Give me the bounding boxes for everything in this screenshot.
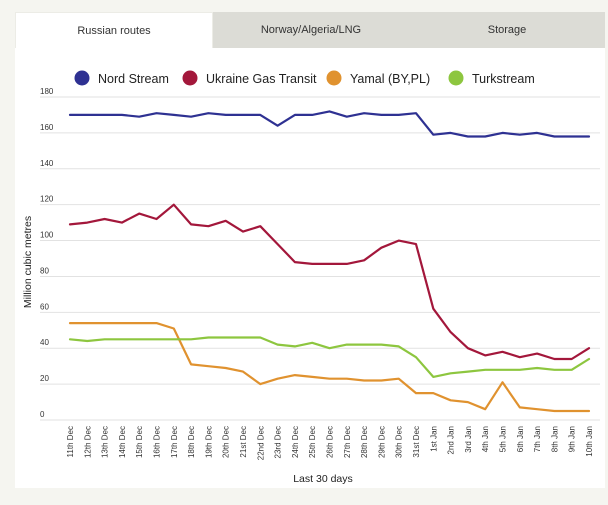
x-tick-label: 21st Dec [239, 426, 248, 458]
legend: Nord Stream Ukraine Gas Transit Yamal (BY,… [74, 70, 535, 86]
x-tick-label: 25th Dec [308, 426, 317, 458]
y-tick-label: 40 [40, 338, 49, 347]
series-line-ukraine-gas-transit [68, 203, 591, 361]
x-tick-label: 9th Jan [568, 426, 577, 452]
x-tick-label: 29th Dec [377, 426, 386, 458]
legend-marker-yamal-by-pl[interactable] [326, 70, 342, 86]
x-axis: 11th Dec 12th Dec 13th Dec 14th Dec 15th Dec… [66, 426, 594, 460]
series-line-yamal-by-pl [68, 322, 591, 413]
chart-panel [15, 48, 605, 488]
series-line-nord-stream [68, 110, 591, 138]
x-tick-label: 18th Dec [187, 426, 196, 458]
y-axis-title: Million cubic metres [22, 216, 34, 308]
legend-marker-ukraine-gas-transit[interactable] [182, 70, 198, 86]
y-tick-label: 20 [40, 374, 49, 383]
series-lines [68, 110, 591, 413]
y-tick-label: 60 [40, 302, 49, 311]
x-tick-label: 3rd Jan [464, 426, 473, 453]
y-tick-label: 0 [40, 410, 45, 419]
x-tick-label: 20th Dec [222, 426, 231, 458]
x-tick-label: 10th Jan [585, 426, 594, 457]
x-tick-label: 28th Dec [360, 426, 369, 458]
x-tick-label: 8th Jan [550, 426, 559, 452]
x-tick-label: 19th Dec [204, 426, 213, 458]
x-tick-label: 7th Jan [533, 426, 542, 452]
x-tick-label: 30th Dec [395, 426, 404, 458]
x-tick-label: 11th Dec [66, 426, 75, 457]
x-tick-label: 27th Dec [343, 426, 352, 458]
x-tick-label: 1st Jan [429, 426, 438, 452]
grid [40, 96, 600, 421]
y-tick-label: 80 [40, 266, 49, 275]
y-tick-label: 100 [40, 231, 54, 240]
x-tick-label: 2nd Jan [447, 426, 456, 454]
x-tick-label: 24th Dec [291, 426, 300, 458]
legend-marker-turkstream[interactable] [448, 70, 464, 86]
y-tick-label: 160 [40, 123, 54, 132]
x-tick-label: 4th Jan [481, 426, 490, 452]
series-line-turkstream [68, 336, 591, 378]
tab-storage[interactable]: Storage [487, 24, 527, 36]
legend-label-yamal-by-pl[interactable]: Yamal (BY,PL) [350, 72, 430, 86]
y-tick-label: 140 [40, 159, 54, 168]
x-tick-label: 14th Dec [118, 426, 127, 458]
x-tick-label: 15th Dec [135, 426, 144, 458]
x-tick-label: 6th Jan [516, 426, 525, 452]
x-tick-label: 22nd Dec [256, 426, 265, 460]
x-tick-label: 12th Dec [83, 426, 92, 458]
y-tick-label: 120 [40, 195, 54, 204]
legend-label-ukraine-gas-transit[interactable]: Ukraine Gas Transit [206, 72, 317, 86]
x-tick-label: 5th Jan [499, 426, 508, 452]
y-axis: 0 20 40 60 80 100 120 140 160 180 [40, 87, 54, 419]
x-axis-title: Last 30 days [293, 473, 353, 485]
x-tick-label: 17th Dec [170, 426, 179, 458]
x-tick-label: 16th Dec [153, 426, 162, 458]
x-tick-label: 31st Dec [412, 426, 421, 458]
y-tick-label: 180 [40, 87, 54, 96]
x-tick-label: 26th Dec [326, 426, 335, 458]
tab-norway-algeria-lng[interactable]: Norway/Algeria/LNG [260, 24, 362, 36]
x-tick-label: 13th Dec [101, 426, 110, 458]
legend-label-nord-stream[interactable]: Nord Stream [98, 72, 169, 86]
legend-label-turkstream[interactable]: Turkstream [472, 72, 535, 86]
x-tick-label: 23rd Dec [274, 426, 283, 458]
legend-marker-nord-stream[interactable] [74, 70, 90, 86]
route-tabs: Russian routes Norway/Algeria/LNG Storag… [15, 12, 605, 48]
tab-russian-routes[interactable]: Russian routes [15, 12, 213, 48]
